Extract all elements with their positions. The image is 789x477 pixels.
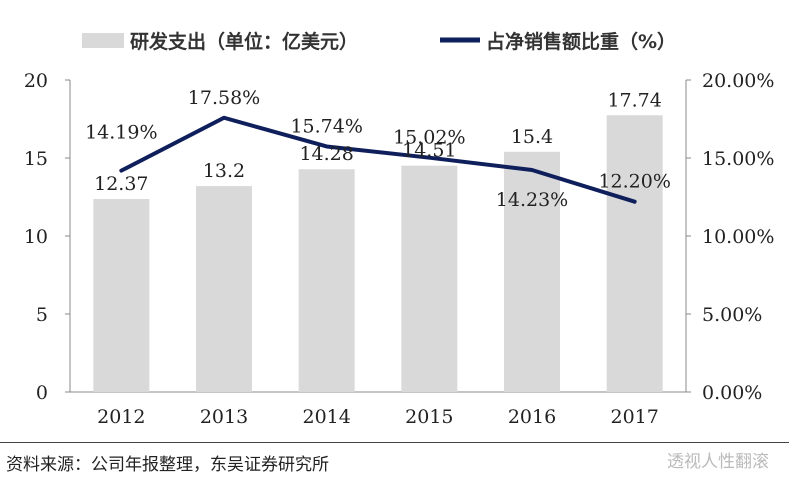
bar-value-label: 13.2 — [203, 160, 245, 182]
line-value-label: 17.58% — [188, 87, 260, 109]
source-note: 资料来源：公司年报整理，东吴证券研究所 — [6, 455, 329, 475]
y-right-tick-label: 10.00% — [702, 226, 774, 248]
chart: 研发支出（单位：亿美元） 占净销售额比重（%） 0 5 10 15 20 0.00% 5.00… — [24, 30, 775, 428]
line-path — [119, 115, 637, 204]
x-tick-label: 2017 — [610, 406, 658, 428]
bar — [298, 169, 355, 392]
line-point — [530, 168, 534, 172]
line-value-label: 14.19% — [85, 122, 157, 144]
bar — [504, 151, 560, 392]
y-left-tick-label: 5 — [36, 304, 48, 326]
watermark: 透视人性翻滚 — [667, 452, 769, 472]
line-point — [325, 144, 329, 148]
line-point — [222, 116, 226, 120]
x-tick-label: 2012 — [97, 406, 145, 428]
bar-value-label: 14.28 — [299, 143, 353, 165]
x-tick-label: 2013 — [200, 406, 248, 428]
y-left-tick-label: 15 — [24, 148, 48, 170]
bar-value-label: 17.74 — [607, 89, 661, 111]
bar — [606, 115, 663, 393]
line-value-label: 12.20% — [598, 171, 670, 193]
bar — [93, 199, 150, 392]
bar-value-label: 15.4 — [511, 126, 553, 148]
y-right-tick-label: 15.00% — [702, 148, 774, 170]
axes: 0 5 10 15 20 0.00% 5.00% 10.00% 15.00% 20.00% 2012… — [24, 70, 775, 428]
line-point — [427, 156, 431, 160]
legend: 研发支出（单位：亿美元） 占净销售额比重（%） — [82, 30, 676, 53]
x-tick-label: 2014 — [302, 406, 350, 428]
legend-label-line: 占净销售额比重（%） — [486, 30, 676, 53]
line-value-label: 15.74% — [290, 115, 362, 137]
line-value-label: 15.02% — [393, 127, 465, 149]
line-point — [633, 200, 637, 204]
y-left-tick-label: 0 — [36, 382, 48, 404]
y-left-tick-label: 20 — [24, 70, 48, 92]
bar-value-label: 12.37 — [94, 173, 148, 195]
bar — [401, 165, 458, 392]
y-right-tick-label: 20.00% — [702, 70, 774, 92]
x-tick-label: 2016 — [508, 406, 556, 428]
y-left-tick-label: 10 — [24, 226, 48, 248]
y-right-tick-label: 5.00% — [702, 304, 762, 326]
bar-value-label: 14.51 — [402, 140, 456, 162]
legend-swatch-bars — [82, 33, 124, 48]
line-point — [119, 169, 123, 173]
bar — [196, 186, 252, 392]
line-value-label: 14.23% — [496, 189, 568, 211]
line-series — [119, 115, 637, 204]
bars — [93, 115, 663, 393]
data-labels: 12.37 13.2 14.28 14.51 15.4 17.74 14.19% 17.58%… — [85, 87, 671, 211]
y-right-tick-label: 0.00% — [702, 382, 762, 404]
x-tick-label: 2015 — [405, 406, 453, 428]
legend-label-bars: 研发支出（单位：亿美元） — [130, 30, 358, 53]
footer-divider — [0, 442, 789, 443]
